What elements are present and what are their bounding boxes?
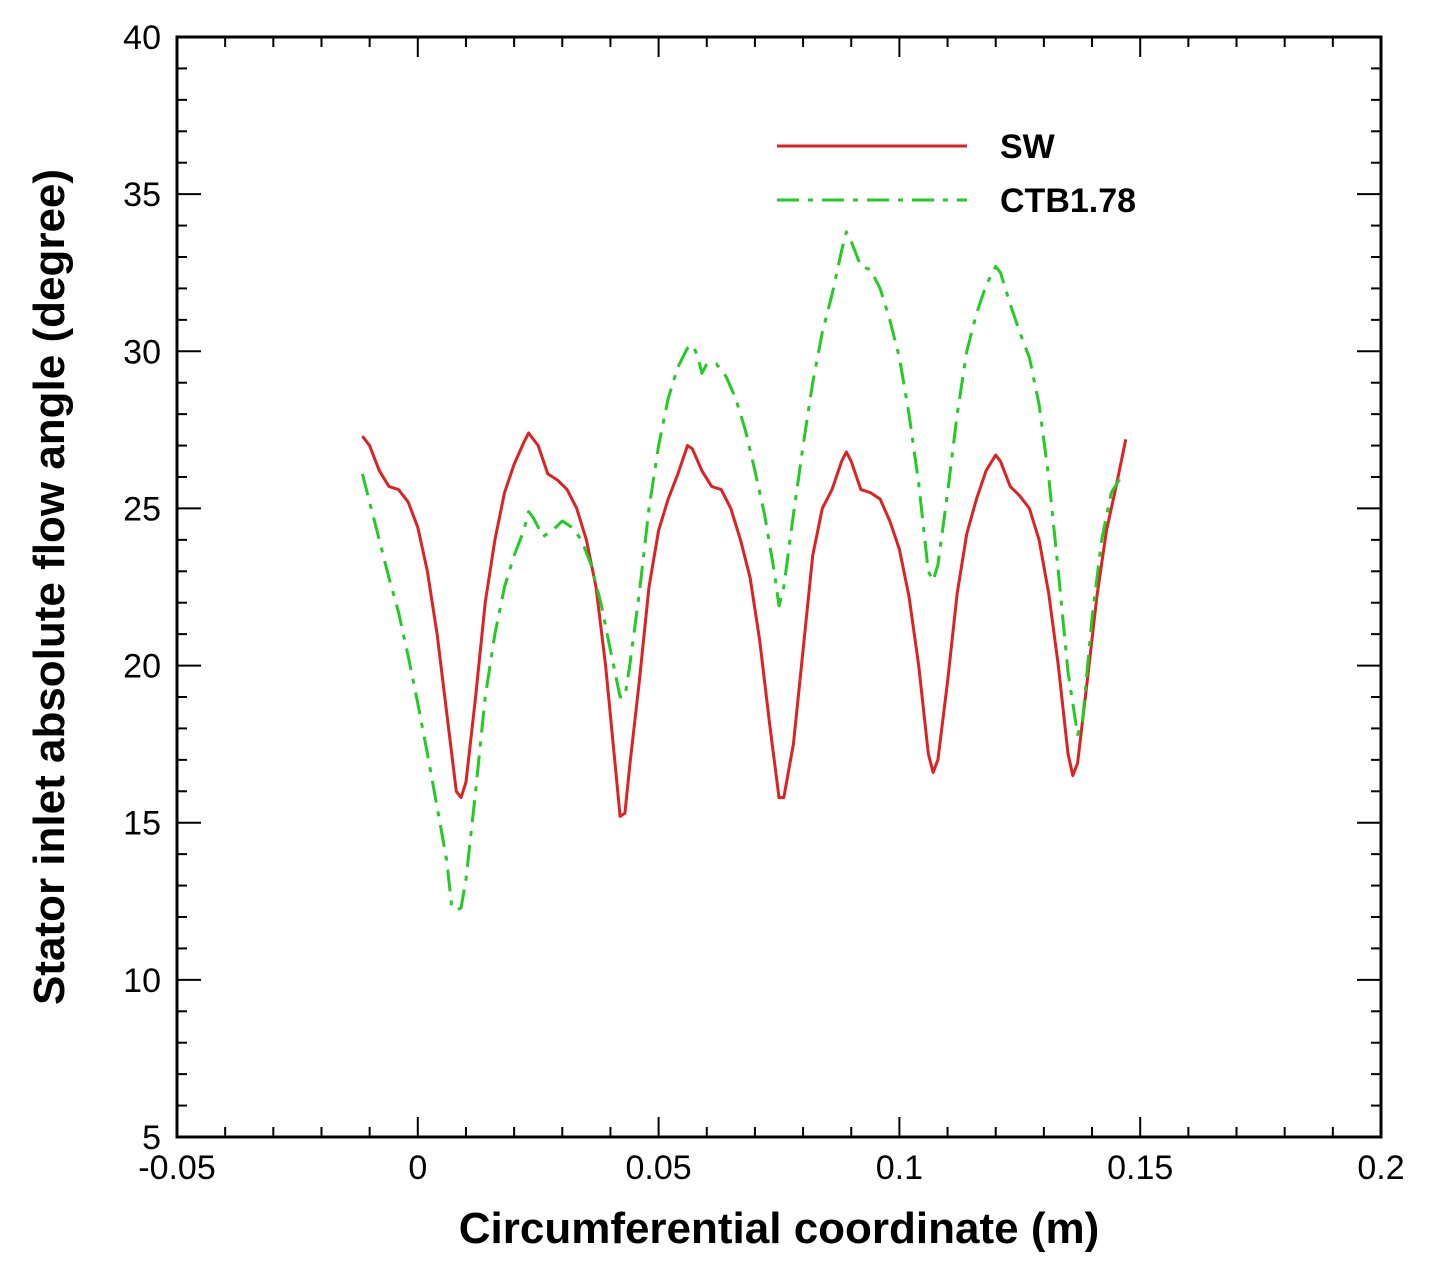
y-tick-label: 15 (123, 805, 161, 843)
y-tick-label: 10 (123, 962, 161, 1000)
legend: SW CTB1.78 (777, 128, 1136, 220)
y-tick-label: 5 (142, 1119, 161, 1157)
x-tick-label: 0.2 (1357, 1149, 1404, 1187)
ticks-layer: -0.05 0 0.05 0.1 0.15 0.2 5 10 15 20 25 30 35 40 (123, 19, 1404, 1187)
y-tick-label: 40 (123, 19, 161, 57)
plot-frame (175, 35, 1383, 1139)
y-tick-label: 30 (123, 333, 161, 371)
legend-label-ctb: CTB1.78 (1000, 182, 1136, 220)
x-tick-label: 0 (408, 1149, 427, 1187)
series-line-ctb (360, 230, 1127, 913)
y-tick-label: 25 (123, 490, 161, 528)
x-tick-label: -0.05 (138, 1149, 216, 1187)
y-tick-label: 20 (123, 648, 161, 686)
x-tick-label: 0.05 (626, 1149, 692, 1187)
legend-label-sw: SW (1000, 128, 1056, 166)
x-tick-label: 0.15 (1107, 1149, 1173, 1187)
x-axis-title: Circumferential coordinate (m) (459, 1204, 1100, 1253)
x-tick-label: 0.1 (876, 1149, 923, 1187)
y-axis-title: Stator inlet absolute flow angle (degree… (25, 169, 74, 1005)
series-layer (360, 230, 1128, 913)
y-tick-label: 35 (123, 176, 161, 214)
series-line-sw (361, 431, 1128, 818)
